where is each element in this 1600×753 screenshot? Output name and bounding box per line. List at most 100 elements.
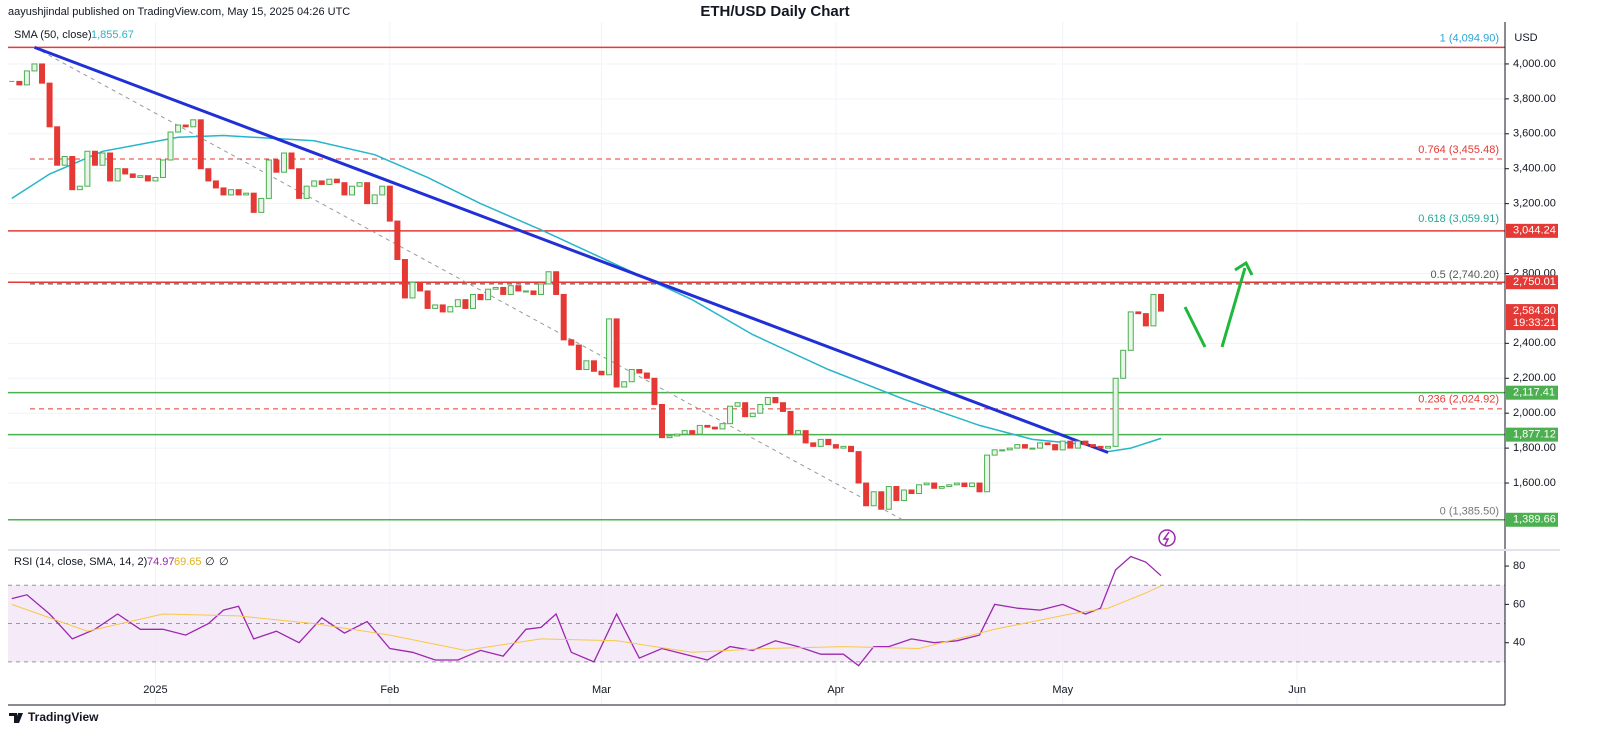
- candle: [220, 187, 227, 196]
- candle: [711, 426, 718, 430]
- candle: [575, 344, 582, 371]
- price-tag-label: 2,117.41: [1513, 387, 1555, 399]
- candle: [757, 403, 764, 414]
- candle: [1006, 447, 1013, 451]
- y-tick-label: 1,800.00: [1513, 442, 1556, 454]
- candle: [553, 271, 560, 295]
- candle: [931, 482, 938, 489]
- candle: [968, 482, 975, 488]
- price-tag-label: 2,584.80: [1513, 305, 1556, 317]
- candle: [46, 82, 53, 128]
- candle: [258, 197, 265, 213]
- candle: [265, 159, 272, 199]
- chart-title: ETH/USD Daily Chart: [700, 3, 849, 20]
- candle: [1074, 440, 1081, 449]
- candle: [681, 430, 688, 435]
- candle: [689, 430, 696, 435]
- fib-label: 0.618 (3,059.91): [1418, 213, 1499, 225]
- y-tick-label: 1,600.00: [1513, 477, 1556, 489]
- candle: [840, 445, 847, 449]
- candle: [893, 486, 900, 502]
- rsi-extra: ∅: [219, 556, 229, 568]
- price-tag: [1506, 223, 1558, 238]
- x-tick-label: Apr: [827, 684, 844, 696]
- y-tick-label: 4,000.00: [1513, 58, 1556, 70]
- candle: [1044, 442, 1051, 446]
- x-tick-label: Mar: [592, 684, 611, 696]
- y-tick-label: 3,200.00: [1513, 198, 1556, 210]
- candle: [885, 486, 892, 510]
- candle: [296, 168, 303, 199]
- event-icon: [1162, 531, 1170, 546]
- candle: [507, 285, 514, 295]
- price-tag-label: 1,389.66: [1513, 514, 1556, 526]
- candle: [515, 285, 522, 292]
- candle: [288, 152, 295, 170]
- candle: [696, 424, 703, 435]
- candle: [727, 405, 734, 425]
- candle: [545, 271, 552, 285]
- rsi-ma-value: 69.65: [174, 556, 202, 568]
- countdown: 19:33:21: [1513, 317, 1556, 329]
- trend-line: [33, 45, 1109, 454]
- candle: [764, 396, 771, 405]
- candle: [477, 293, 484, 301]
- candle: [1135, 311, 1142, 315]
- candle: [1082, 440, 1089, 446]
- candle: [1157, 293, 1164, 312]
- candle: [349, 185, 356, 196]
- candle: [976, 482, 983, 493]
- logo: [9, 713, 23, 723]
- candle: [598, 370, 605, 376]
- candle: [114, 168, 121, 182]
- candle: [99, 152, 106, 166]
- candle: [1089, 444, 1096, 447]
- candle: [1120, 349, 1127, 379]
- candle: [817, 438, 824, 447]
- candle: [1067, 440, 1074, 449]
- candle: [69, 155, 76, 191]
- candle: [522, 290, 529, 293]
- candle: [825, 438, 832, 446]
- candle: [900, 489, 907, 502]
- brand: TradingView: [28, 710, 99, 724]
- candle: [795, 430, 802, 435]
- candle: [23, 70, 30, 86]
- candle: [107, 152, 114, 182]
- candle: [1029, 447, 1036, 450]
- candle: [500, 286, 507, 295]
- candle: [228, 189, 235, 196]
- candle: [250, 192, 257, 213]
- price-tag: [1506, 275, 1558, 290]
- candle: [916, 484, 923, 495]
- candle: [742, 402, 749, 418]
- candle: [643, 372, 650, 379]
- price-tag-label: 3,044.24: [1513, 225, 1556, 237]
- rsi-value: 74.97: [147, 556, 175, 568]
- candle: [439, 304, 446, 313]
- x-tick-label: May: [1052, 684, 1073, 696]
- candle: [462, 299, 469, 309]
- candle: [159, 159, 166, 178]
- candle: [190, 119, 197, 128]
- publisher: aayushjindal published on TradingView.co…: [8, 6, 350, 18]
- candle: [326, 178, 333, 185]
- candle: [318, 180, 325, 185]
- candle: [878, 491, 885, 510]
- candle: [144, 175, 151, 182]
- candle: [333, 178, 340, 184]
- candle: [772, 396, 779, 404]
- candle: [749, 412, 756, 418]
- y-tick-label: 40: [1513, 637, 1525, 649]
- fib-label: 0.5 (2,740.20): [1431, 269, 1500, 281]
- candle: [583, 360, 590, 371]
- price-tag-label: 2,750.01: [1513, 276, 1556, 288]
- candle: [628, 369, 635, 383]
- candle: [1127, 311, 1134, 351]
- rsi-line: [11, 585, 1162, 653]
- arrow: [1220, 260, 1254, 348]
- candle: [908, 489, 915, 495]
- candle: [870, 491, 877, 507]
- candle: [1150, 293, 1157, 327]
